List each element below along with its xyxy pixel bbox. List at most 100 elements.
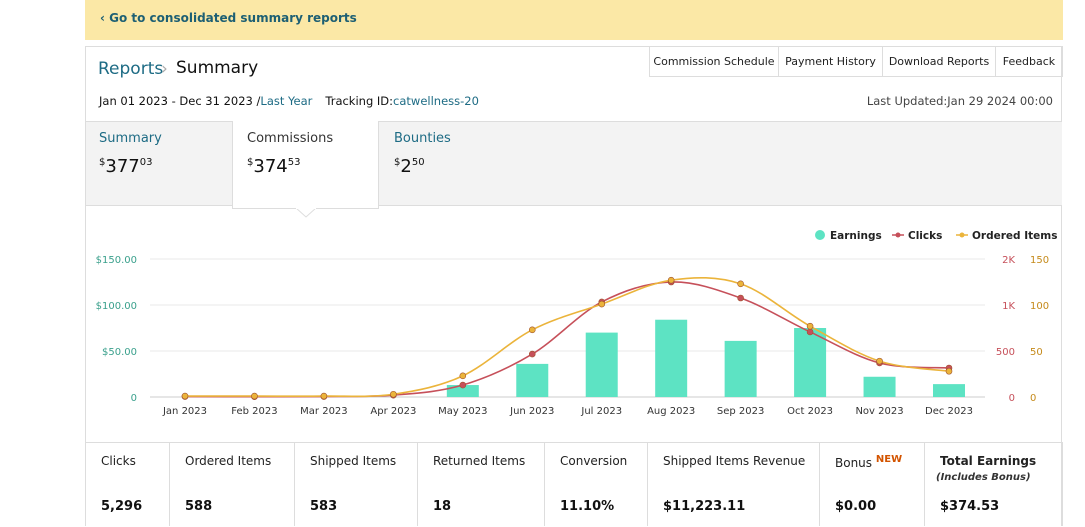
point bbox=[181, 392, 189, 400]
stat-label: Clicks bbox=[101, 454, 136, 468]
stat-value: $11,223.11 bbox=[663, 499, 746, 514]
currency: $ bbox=[394, 157, 401, 168]
stat-label: Shipped Items Revenue bbox=[663, 454, 806, 468]
period[interactable]: Last Year bbox=[260, 94, 313, 108]
badge: NEW bbox=[875, 454, 903, 465]
tracking-label: Tracking ID: bbox=[325, 94, 394, 108]
x-tick-label: Oct 2023 bbox=[787, 406, 833, 417]
stat-label: Shipped Items bbox=[310, 454, 397, 468]
point bbox=[528, 350, 536, 358]
stat-value: $0.00 bbox=[835, 499, 877, 514]
point bbox=[737, 294, 744, 302]
bar bbox=[446, 385, 479, 397]
legend-swatch bbox=[959, 232, 965, 238]
cents: 50 bbox=[411, 157, 425, 168]
stat-label: Conversion bbox=[560, 454, 628, 468]
stat-label: Bonus bbox=[835, 456, 873, 470]
y3-tick-label: 0 bbox=[1030, 393, 1036, 404]
stat-cell: Ordered Items 588 bbox=[170, 442, 295, 526]
banner: ‹ Go to consolidated summary reports bbox=[85, 0, 1063, 40]
point bbox=[876, 357, 883, 365]
y-tick-label: $150.00 bbox=[96, 255, 137, 266]
stat-value: 583 bbox=[310, 499, 338, 514]
stat-label-wrap: Bonus NEW bbox=[835, 454, 902, 470]
stat-label: Total Earnings bbox=[940, 454, 1037, 468]
line bbox=[185, 276, 950, 398]
y3-tick-label: 100 bbox=[1030, 301, 1049, 312]
stat-cell: Shipped Items Revenue $11,223.11 bbox=[648, 442, 820, 526]
x-tick-label: Jan 2023 bbox=[162, 406, 207, 417]
tab-amount: $37703 bbox=[99, 156, 152, 177]
point bbox=[251, 392, 258, 400]
x-tick-label: Mar 2023 bbox=[300, 406, 348, 417]
stat-cell: Conversion 11.10% bbox=[545, 442, 648, 526]
active-tab[interactable] bbox=[232, 121, 379, 209]
x-tick-label: Jun 2023 bbox=[509, 406, 554, 417]
tracking-id[interactable]: catwellness-20 bbox=[393, 94, 479, 108]
stat-label: Returned Items bbox=[433, 454, 526, 468]
legend-label: Earnings bbox=[830, 230, 882, 242]
whole: 377 bbox=[105, 156, 140, 177]
tab-label[interactable]: Bounties bbox=[394, 131, 451, 146]
currency: $ bbox=[247, 157, 254, 168]
tab-label[interactable]: Summary bbox=[99, 131, 162, 146]
point bbox=[667, 276, 675, 284]
bar bbox=[655, 319, 688, 397]
bar bbox=[585, 332, 618, 397]
whole: 2 bbox=[400, 156, 412, 177]
stat-note: (Includes Bonus) bbox=[936, 472, 1031, 483]
stat-label: Ordered Items bbox=[185, 454, 272, 468]
stats-row bbox=[86, 442, 1062, 527]
x-tick-label: Apr 2023 bbox=[370, 406, 416, 417]
stat-cell: Returned Items 18 bbox=[418, 442, 545, 526]
tab-amount: $250 bbox=[394, 156, 425, 177]
date-row: Jan 01 2023 - Dec 31 2023 /Last Year Trac… bbox=[99, 94, 479, 108]
point bbox=[459, 372, 467, 380]
y-tick-label: $100.00 bbox=[96, 301, 137, 312]
stat-value: 18 bbox=[433, 499, 452, 514]
stat-value: $374.53 bbox=[940, 499, 1000, 514]
legend-swatch bbox=[895, 232, 901, 238]
page-title: Summary bbox=[176, 58, 259, 78]
bar bbox=[794, 328, 827, 397]
stat-value: 11.10% bbox=[560, 499, 615, 514]
y2-tick-label: 0 bbox=[1009, 393, 1015, 404]
chart: 0 $50.00 $100.00 $150.00 0 500 1K 2K 0 50 100 150 Ja… bbox=[96, 230, 1057, 417]
summary-link[interactable]: ‹ Go to consolidated summary reports bbox=[100, 11, 357, 25]
tab-label[interactable]: Commissions bbox=[247, 131, 334, 146]
separator: › bbox=[161, 59, 168, 79]
legend-label: Clicks bbox=[908, 230, 942, 242]
panel bbox=[85, 46, 1062, 526]
button[interactable]: Feedback bbox=[995, 46, 1063, 77]
x-tick-label: Sep 2023 bbox=[717, 406, 764, 417]
point bbox=[390, 390, 397, 398]
y2-tick-label: 2K bbox=[1002, 255, 1015, 266]
stat-cell: Clicks 5,296 bbox=[86, 442, 170, 526]
point bbox=[806, 328, 814, 336]
legend-swatch bbox=[815, 230, 825, 240]
bar bbox=[933, 384, 965, 397]
tab-pointer bbox=[296, 207, 316, 218]
y2-tick-label: 500 bbox=[996, 347, 1015, 358]
x-tick-label: Dec 2023 bbox=[925, 406, 973, 417]
y2-tick-label: 1K bbox=[1002, 301, 1015, 312]
breadcrumb[interactable]: Reports bbox=[98, 59, 164, 79]
tab-amount: $37453 bbox=[247, 156, 300, 177]
whole: 374 bbox=[253, 156, 288, 177]
x-tick-label: Feb 2023 bbox=[231, 406, 277, 417]
y-tick-label: $50.00 bbox=[102, 347, 137, 358]
y3-tick-label: 150 bbox=[1030, 255, 1049, 266]
stat-value: 588 bbox=[185, 499, 213, 514]
date-range: Jan 01 2023 - Dec 31 2023 / bbox=[99, 94, 261, 108]
stat-cell: Shipped Items 583 bbox=[295, 442, 418, 526]
bar bbox=[516, 363, 549, 397]
stat-cell: Total Earnings (Includes Bonus) $374.53 bbox=[925, 442, 1063, 526]
x-tick-label: Aug 2023 bbox=[647, 406, 695, 417]
point bbox=[320, 392, 328, 400]
x-tick-label: Jul 2023 bbox=[580, 406, 622, 417]
x-tick-label: May 2023 bbox=[438, 406, 487, 417]
bar bbox=[863, 376, 896, 397]
point bbox=[806, 322, 814, 330]
stat-value: 5,296 bbox=[101, 499, 143, 514]
